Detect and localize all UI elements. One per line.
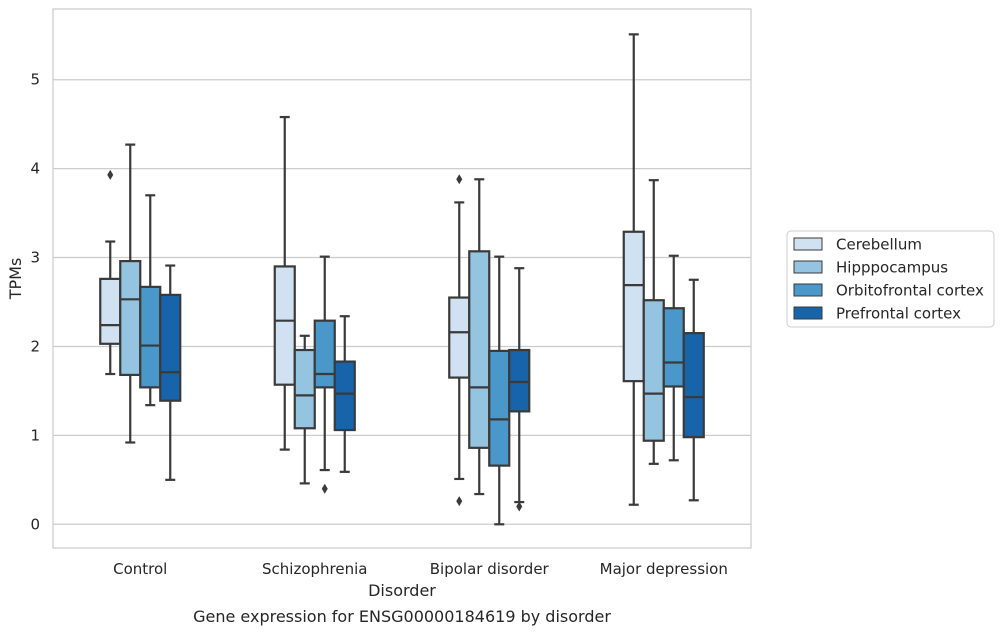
legend-label: Orbitofrontal cortex — [836, 282, 984, 300]
series-cerebellum — [99, 33, 645, 507]
box-iqr — [159, 293, 182, 402]
legend-swatch — [793, 260, 823, 274]
x-axis-label: Disorder — [368, 581, 436, 600]
box-0 — [99, 169, 122, 376]
box-iqr — [119, 259, 142, 377]
y-tick-label: 0 — [30, 515, 40, 533]
box-3 — [662, 254, 685, 462]
chart-caption: Gene expression for ENSG00000184619 by d… — [193, 607, 611, 626]
box-3 — [622, 33, 645, 506]
y-tick-label: 2 — [30, 337, 40, 355]
legend-label: Cerebellum — [836, 236, 922, 254]
legend: Cerebellum Hipppocampus Orbitofrontal cort… — [786, 230, 995, 328]
y-tick-labels: 0 1 2 3 4 5 — [30, 71, 40, 534]
box-3 — [642, 179, 665, 465]
box-1 — [313, 255, 336, 494]
box-1 — [293, 334, 316, 485]
legend-swatch — [793, 306, 823, 320]
outlier-point — [456, 496, 463, 507]
box-0 — [159, 264, 182, 481]
series-prefrontal-cortex — [159, 264, 705, 512]
box-series — [99, 33, 705, 526]
x-tick-labels: Control Schizophrenia Bipolar disorder Majo… — [113, 560, 728, 578]
box-0 — [139, 194, 162, 407]
y-tick-label: 1 — [30, 426, 40, 444]
y-tick-label: 5 — [30, 71, 40, 89]
x-tick-label: Control — [113, 560, 167, 578]
legend-item: Hipppocampus — [793, 259, 948, 277]
box-2 — [488, 255, 511, 526]
legend-label: Prefrontal cortex — [836, 305, 961, 323]
box-0 — [119, 143, 142, 444]
legend-item: Prefrontal cortex — [793, 305, 961, 323]
box-iqr — [622, 230, 645, 383]
box-iqr — [139, 285, 162, 389]
legend-swatch — [793, 283, 823, 297]
box-2 — [448, 174, 471, 507]
box-iqr — [662, 307, 685, 388]
outlier-point — [456, 174, 463, 185]
box-iqr — [99, 277, 122, 345]
legend-item: Orbitofrontal cortex — [793, 282, 984, 300]
box-iqr — [293, 348, 316, 430]
y-tick-label: 3 — [30, 249, 40, 267]
box-1 — [273, 115, 296, 451]
legend-label: Hipppocampus — [836, 259, 948, 277]
legend-item: Cerebellum — [793, 236, 922, 254]
box-iqr — [333, 360, 356, 432]
box-iqr — [313, 319, 336, 389]
y-tick-label: 4 — [30, 160, 40, 178]
box-2 — [508, 267, 531, 512]
series-orbitofrontal-cortex — [139, 194, 685, 526]
x-tick-label: Schizophrenia — [262, 560, 367, 578]
box-iqr — [273, 265, 296, 386]
box-iqr — [488, 349, 511, 467]
y-axis-label: TPMs — [6, 258, 25, 301]
box-iqr — [508, 348, 531, 413]
plot-frame — [52, 8, 752, 549]
box-iqr — [448, 296, 471, 379]
box-iqr — [642, 299, 665, 442]
outlier-point — [516, 501, 523, 512]
legend-swatch — [793, 237, 823, 251]
outlier-point — [107, 169, 114, 180]
box-1 — [333, 315, 356, 473]
box-2 — [468, 178, 491, 496]
box-iqr — [682, 332, 705, 439]
x-tick-label: Bipolar disorder — [430, 560, 550, 578]
box-iqr — [468, 250, 491, 449]
legend-frame — [786, 230, 995, 328]
outlier-point — [321, 483, 328, 494]
series-hipppocampus — [119, 143, 665, 496]
x-tick-label: Major depression — [600, 560, 728, 578]
box-3 — [682, 278, 705, 502]
